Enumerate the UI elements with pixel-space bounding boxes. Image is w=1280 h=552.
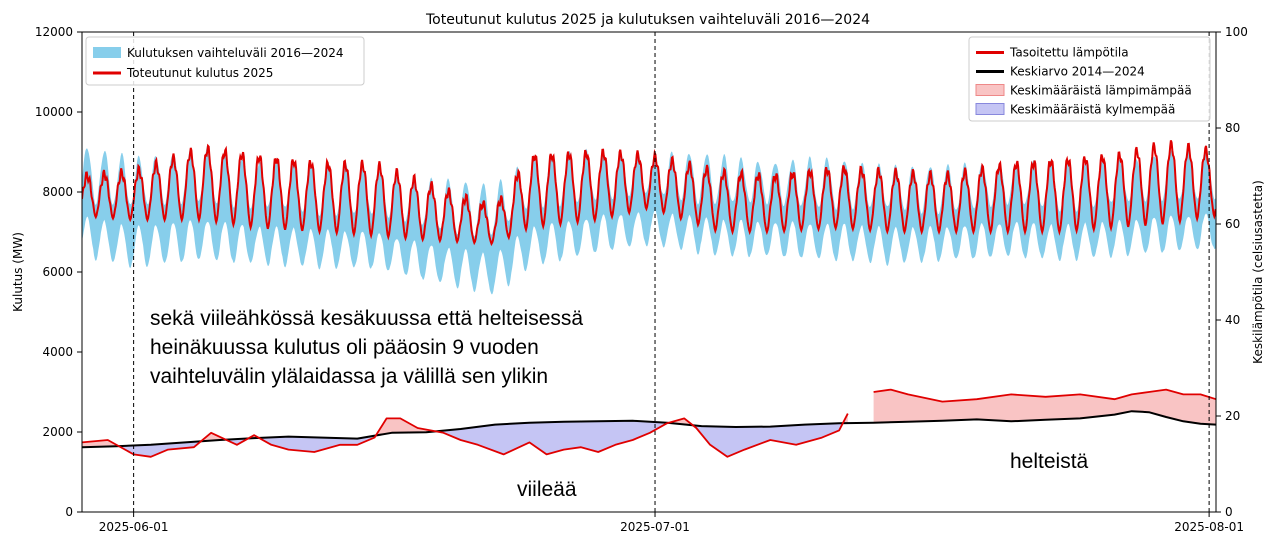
y-tick-label-0: 0 <box>65 505 73 519</box>
annotation-line-3: vaihteluvälin ylälaidassa ja välillä sen… <box>150 365 548 388</box>
cool-label: viileää <box>517 478 577 501</box>
x-tick-label-1: 2025-07-01 <box>620 520 690 534</box>
average-temperature-line <box>81 410 1217 449</box>
y2-axis-label: Keskilämpötila (celsiusastetta) <box>1251 180 1265 364</box>
y-tick-label-2: 4000 <box>42 345 73 359</box>
cold-fill-5 <box>259 435 376 452</box>
smoothed-temperature-line <box>81 413 849 458</box>
legend-right-label-2: Keskimääräistä lämpimämpää <box>1010 84 1192 98</box>
smoothed-temperature-line-2 <box>873 388 1217 403</box>
consumption-line-layer <box>82 140 1216 247</box>
legend-left-swatch-0 <box>93 47 121 58</box>
annotation-line-1: sekä viileähkössä kesäkuussa että heltei… <box>150 307 583 330</box>
x-tick-label-0: 2025-06-01 <box>99 520 169 534</box>
legend-left-label-0: Kulutuksen vaihteluväli 2016—2024 <box>127 46 344 60</box>
legend-right-box <box>968 36 1211 122</box>
y2-tick-label-4: 80 <box>1225 121 1240 135</box>
axes: 0 2000 4000 6000 8000 10000 12000 0 20 40 60 80 100 2… <box>11 25 1265 534</box>
y-tick-label-6: 12000 <box>35 25 73 39</box>
y-tick-label-5: 10000 <box>35 105 73 119</box>
y2-tick-label-0: 0 <box>1225 505 1233 519</box>
y2-tick-label-2: 40 <box>1225 313 1240 327</box>
y-tick-label-3: 6000 <box>42 265 73 279</box>
legend-right-swatch-2 <box>975 84 1005 96</box>
legend-right: Tasoitettu lämpötila Keskiarvo 2014—2024 K… <box>968 36 1211 122</box>
y-axis-label: Kulutus (MW) <box>11 232 25 312</box>
annotation-line-2: heinäkuussa kulutus oli pääosin 9 vuoden <box>150 336 539 359</box>
temperature-lines <box>81 388 1217 458</box>
legend-right-swatch-3 <box>975 103 1005 115</box>
legend-left-box <box>85 36 365 86</box>
y-tick-label-4: 8000 <box>42 185 73 199</box>
y2-tick-label-3: 60 <box>1225 217 1240 231</box>
temperature-deviation-fills <box>82 389 1216 457</box>
hot-label: helteistä <box>1010 450 1089 473</box>
legend-right-label-0: Tasoitettu lämpötila <box>1009 46 1129 60</box>
y2-tick-label-5: 100 <box>1225 25 1248 39</box>
chart-title: Toteutunut kulutus 2025 ja kulutuksen va… <box>425 12 870 28</box>
legend-left-label-1: Toteutunut kulutus 2025 <box>126 66 273 80</box>
cold-fill-7 <box>436 420 668 455</box>
warm-fill-0 <box>873 389 1216 425</box>
cold-fill-1 <box>119 441 201 457</box>
warm-fill-6 <box>376 418 436 436</box>
x-tick-label-2: 2025-08-01 <box>1174 520 1244 534</box>
legend-left: Kulutuksen vaihteluväli 2016—2024 Toteutu… <box>85 36 365 86</box>
y-tick-label-1: 2000 <box>42 425 73 439</box>
consumption-line <box>82 140 1216 247</box>
legend-right-label-3: Keskimääräistä kylmempää <box>1010 103 1175 117</box>
y2-tick-label-1: 20 <box>1225 409 1240 423</box>
legend-right-label-1: Keskiarvo 2014—2024 <box>1010 65 1145 79</box>
